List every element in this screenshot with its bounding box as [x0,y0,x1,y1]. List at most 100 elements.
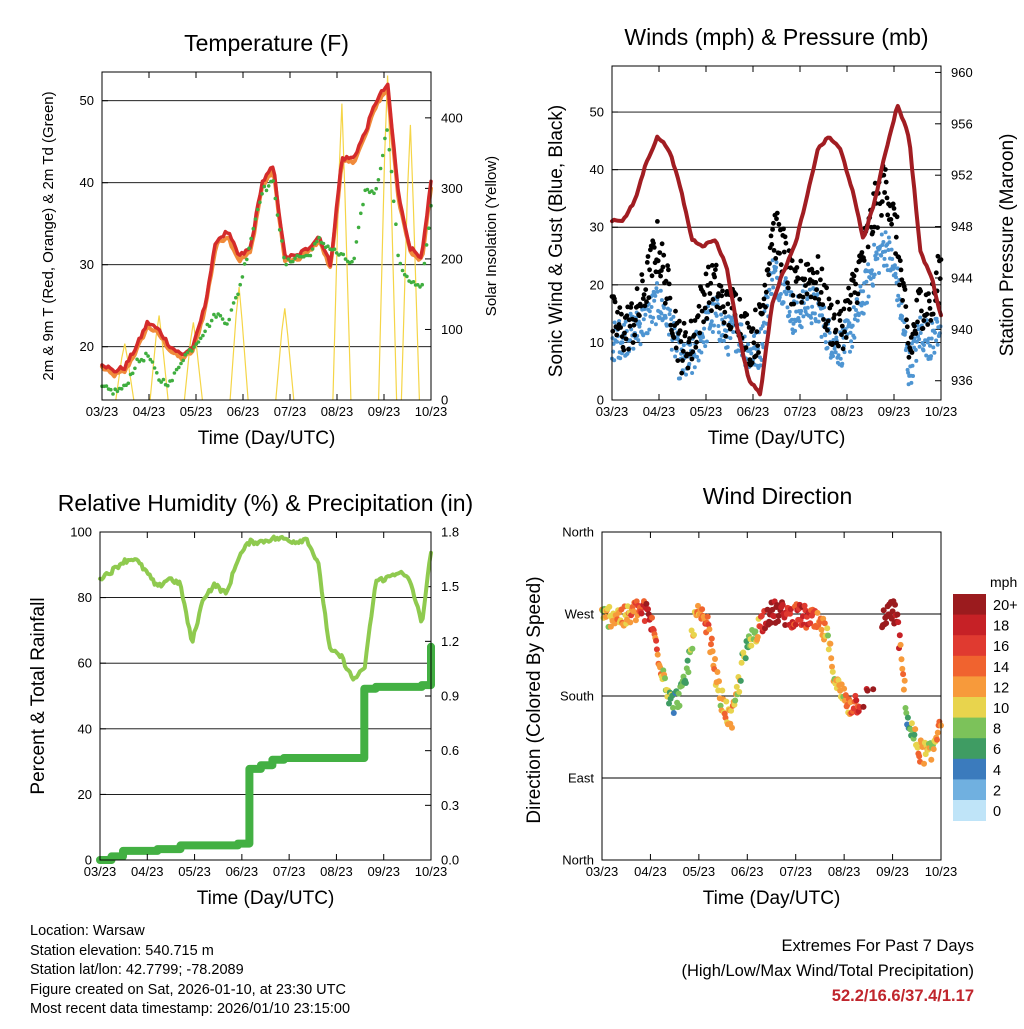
dewpoint-point [179,361,183,366]
dewpoint-point [119,387,124,391]
sonic-wind-point [799,308,804,313]
gust-point [837,318,843,323]
sonic-wind-point [886,248,891,252]
sonic-wind-point [900,314,905,319]
wind-ytick-label: 40 [590,162,604,177]
sonic-wind-point [926,336,931,341]
gust-point [658,273,663,279]
gust-point [841,306,847,312]
dir-xtick-label: 09/23 [876,864,909,879]
sonic-wind-point [631,346,636,351]
legend-swatch [953,800,986,821]
gust-point [774,216,779,222]
sonic-wind-point [781,300,786,305]
sonic-wind-point [650,320,654,324]
gust-point [906,354,912,360]
direction-point [653,637,660,644]
gust-point [926,291,931,296]
sonic-wind-point [695,354,699,359]
direction-point [835,677,842,684]
gust-point [897,282,902,288]
gust-point [828,302,834,308]
sonic-wind-point [763,330,767,335]
speed-legend: mph 20+ 18 16 14 12 10 8 6 4 2 0 [953,574,1018,821]
dir-ytick-label: North [562,853,594,868]
sonic-wind-point [614,339,619,344]
gust-point [673,345,679,351]
gust-point [814,270,820,275]
gust-point [723,333,728,339]
gust-point [706,264,711,270]
dewpoint-point [174,367,179,372]
gust-point [702,292,707,297]
dewpoint-point [308,253,313,258]
sonic-wind-point [785,305,790,310]
gust-point [809,266,815,272]
direction-point [699,606,706,613]
gust-point [634,286,640,292]
temp-xtick-label: 09/23 [368,404,401,419]
dewpoint-point [155,371,159,375]
solar-spike [378,75,398,401]
sonic-wind-point [875,256,880,261]
sonic-wind-point [805,305,810,310]
sonic-wind-point [890,257,895,261]
temp-xtick-label: 08/23 [321,404,354,419]
direction-point [682,680,689,686]
gust-point [888,217,894,222]
gust-point [725,301,731,307]
sonic-wind-point [636,338,641,343]
sonic-wind-point [894,275,898,280]
dewpoint-point [190,349,194,353]
sonic-wind-point [667,312,672,317]
legend-swatch [953,779,986,801]
rh-xtick-label: 08/23 [320,864,353,879]
gust-point [783,240,789,246]
dewpoint-point [391,199,396,204]
gust-point [681,320,687,326]
rh-xtick-label: 10/23 [415,864,448,879]
direction-point [896,632,903,639]
gust-point [774,210,780,216]
sonic-wind-point [861,289,866,294]
temp-y2tick-label: 100 [441,322,463,337]
gust-point [902,287,908,292]
gust-point [875,225,880,231]
direction-point [736,688,743,695]
direction-point [827,640,834,647]
sonic-wind-point [809,315,813,320]
sonic-wind-point [778,292,783,296]
wind-ytick-label: 0 [597,393,604,408]
sonic-wind-point [673,354,678,359]
gust-point [785,280,790,286]
gust-point [879,213,884,218]
gust-point [751,340,757,346]
direction-point [870,686,877,693]
direction-point [853,697,860,704]
sonic-wind-point [932,350,937,355]
gust-point [826,296,832,302]
sonic-wind-point [760,324,765,328]
legend-swatch [953,635,986,657]
legend-label: 14 [993,660,1009,676]
sonic-wind-point [931,345,936,350]
sonic-wind-point [856,313,861,318]
gust-point [782,234,788,240]
dewpoint-point [249,236,253,241]
gust-point [861,258,867,263]
direction-point [670,704,676,711]
gust-point [614,332,620,338]
dewpoint-point [387,147,392,152]
direction-point [824,625,831,632]
gust-point [722,309,728,315]
direction-point [787,610,794,617]
gust-point [713,267,718,273]
direction-point [914,744,921,751]
gust-point [680,358,685,363]
dir-xtick-label: 07/23 [779,864,812,879]
gust-point [913,331,919,336]
direction-point [770,613,777,620]
legend-swatch [953,655,986,677]
gust-point [617,305,623,310]
gust-point [697,330,703,336]
